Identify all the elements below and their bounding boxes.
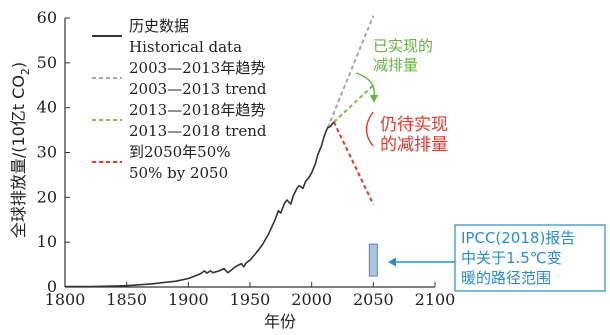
x-tick-label: 1800 <box>45 290 86 309</box>
legend-label-en: 50% by 2050 <box>129 164 228 182</box>
y-tick-label: 60 <box>37 8 57 27</box>
ipcc-callout-line: IPCC(2018)报告 <box>461 229 575 247</box>
series-line-2 <box>333 84 374 123</box>
annotation-pending-line1: 仍待实现 <box>380 115 448 135</box>
ipcc-arrow-head <box>388 257 396 267</box>
series-line-1 <box>326 15 375 129</box>
legend-label-en: Historical data <box>129 38 242 56</box>
x-tick-label: 1950 <box>230 290 271 309</box>
series-line-3 <box>332 121 375 205</box>
annotation-realized-line1: 已实现的 <box>373 37 433 55</box>
ipcc-callout-box <box>454 224 606 292</box>
ipcc-callout-line: 暖的路径范围 <box>461 269 551 287</box>
series-layer <box>65 15 375 288</box>
y-axis-title-close: ) <box>9 62 28 68</box>
x-tick-label: 1850 <box>106 290 147 309</box>
y-tick-label: 10 <box>37 232 57 251</box>
legend: 历史数据 Historical data 2003—2013年趋势 2003—2013… <box>92 17 267 182</box>
x-tick-label: 1900 <box>168 290 209 309</box>
ticks: 1800 1850 1900 1950 2000 2050 2100 0 10 20 30 40 50 6… <box>37 8 456 309</box>
legend-label-en: 2013—2018 trend <box>129 122 267 140</box>
annotation-realized-line2: 减排量 <box>373 56 418 74</box>
annotation-realized-arrow <box>355 72 376 98</box>
ipcc-callout-line: 中关于1.5℃变 <box>461 249 562 267</box>
legend-label-zh: 2003—2013年趋势 <box>129 59 265 77</box>
x-axis-title: 年份 <box>264 312 296 331</box>
legend-label-zh: 历史数据 <box>129 17 189 35</box>
legend-label-en: 2003—2013 trend <box>129 80 267 98</box>
y-tick-label: 40 <box>37 98 57 117</box>
x-tick-label: 2050 <box>353 290 394 309</box>
annotation-realized-arrowhead <box>370 95 378 103</box>
legend-label-zh: 2013—2018年趋势 <box>129 101 265 119</box>
x-tick-label: 2100 <box>415 290 456 309</box>
y-tick-label: 20 <box>37 187 57 206</box>
y-tick-label: 30 <box>37 143 57 162</box>
y-axis-title: 全球排放量/(10亿t CO2) <box>9 62 32 238</box>
x-tick-label: 2000 <box>291 290 332 309</box>
legend-label-zh: 到2050年50% <box>129 143 231 161</box>
y-tick-label: 0 <box>47 277 57 296</box>
ipcc-range-bar <box>368 243 378 277</box>
y-tick-label: 50 <box>37 53 57 72</box>
y-axis-title-main: 全球排放量/(10亿t CO <box>9 75 28 238</box>
annotation-pending-line2: 的减排量 <box>380 135 448 155</box>
annotation-pending-bracket <box>365 111 374 147</box>
y-axis-title-subscript: 2 <box>19 68 32 75</box>
series-line-0 <box>65 121 335 288</box>
